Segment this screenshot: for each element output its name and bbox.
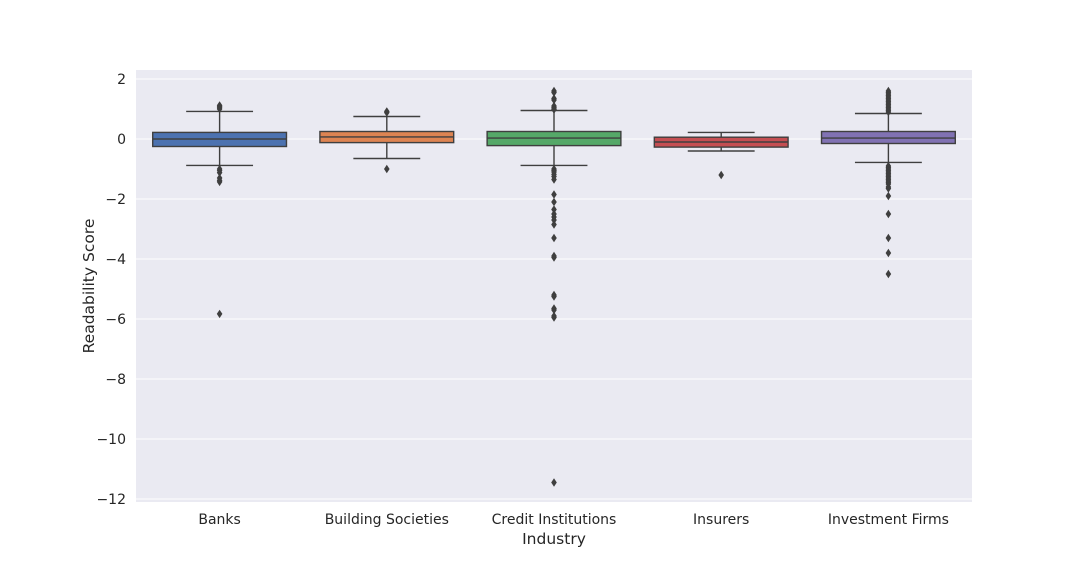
outlier-point	[551, 253, 557, 262]
box-building-societies	[319, 107, 455, 174]
outlier-point	[551, 105, 557, 114]
outlier-point	[551, 95, 557, 105]
outlier-point	[216, 168, 223, 177]
x-tick-label: Investment Firms	[828, 512, 949, 528]
x-tick-label: Banks	[198, 512, 240, 528]
outlier-point	[551, 313, 557, 322]
y-axis-ticks: 2 0 −2 −4 −6 −8 −10 −12	[96, 72, 126, 508]
box-investment-firms	[820, 86, 956, 279]
outlier-point	[551, 215, 557, 225]
outlier-point	[216, 309, 223, 319]
outlier-point	[885, 107, 892, 117]
y-tick-label: −2	[105, 192, 126, 208]
outlier-point	[384, 108, 390, 117]
outlier-point	[551, 197, 557, 207]
outlier-point	[384, 164, 390, 174]
outlier-point	[551, 305, 557, 315]
outlier-point	[551, 233, 557, 243]
y-tick-label: −10	[96, 432, 126, 448]
x-axis-title: Industry	[522, 530, 586, 548]
y-tick-label: −12	[96, 492, 126, 508]
y-tick-label: 0	[117, 132, 126, 148]
outlier-point	[718, 170, 724, 180]
y-tick-label: 2	[117, 72, 126, 88]
outlier-point	[551, 292, 557, 301]
outlier-point	[885, 248, 892, 258]
y-tick-label: −4	[105, 252, 126, 268]
outlier-point	[551, 88, 557, 97]
box-credit-institutions	[486, 86, 622, 487]
outlier-point	[885, 233, 892, 243]
y-tick-label: −8	[105, 372, 126, 388]
x-axis-ticks: Banks Building Societies Credit Institutio…	[198, 512, 949, 528]
outlier-point	[551, 175, 557, 184]
outlier-point	[885, 191, 892, 201]
outlier-point	[216, 104, 223, 114]
x-tick-label: Insurers	[693, 512, 749, 528]
y-axis-title: Readability Score	[80, 219, 98, 354]
outlier-point	[551, 190, 557, 199]
y-tick-label: −6	[105, 312, 126, 328]
x-tick-label: Credit Institutions	[492, 512, 617, 528]
outlier-point	[551, 205, 557, 214]
outlier-point	[551, 220, 557, 229]
outlier-point	[216, 177, 223, 187]
outlier-point	[885, 209, 892, 219]
outlier-point	[885, 184, 892, 193]
box-banks	[152, 101, 288, 319]
boxes	[152, 86, 956, 487]
outlier-point	[551, 478, 557, 487]
outlier-point	[885, 269, 892, 279]
box-insurers	[653, 131, 789, 180]
x-tick-label: Building Societies	[325, 512, 449, 528]
